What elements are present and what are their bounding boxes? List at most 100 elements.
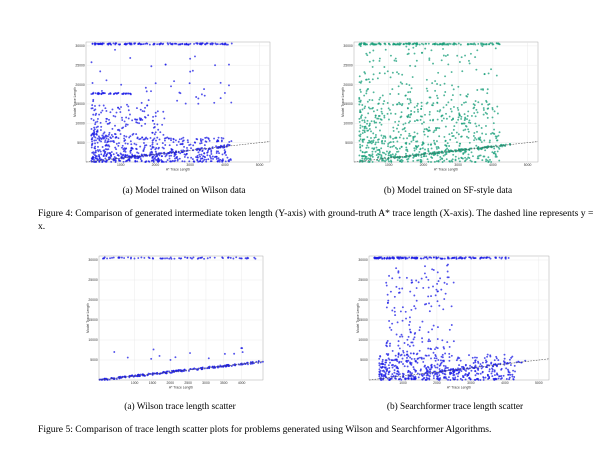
data-point bbox=[359, 45, 362, 48]
data-point bbox=[412, 344, 415, 347]
data-point bbox=[98, 113, 101, 116]
data-point bbox=[406, 98, 409, 100]
data-point bbox=[474, 43, 477, 46]
data-point bbox=[368, 60, 371, 63]
data-point bbox=[372, 132, 375, 135]
data-point bbox=[478, 138, 481, 141]
data-point bbox=[413, 120, 416, 123]
data-point bbox=[485, 43, 488, 46]
data-point bbox=[182, 150, 185, 153]
data-point bbox=[484, 359, 487, 362]
data-point bbox=[217, 136, 220, 139]
data-point bbox=[128, 42, 131, 45]
data-point bbox=[379, 378, 382, 381]
data-point bbox=[428, 375, 431, 378]
x-tick-label: 2000 bbox=[152, 163, 160, 167]
data-point bbox=[497, 377, 500, 380]
data-point bbox=[413, 110, 416, 113]
data-point bbox=[461, 257, 464, 259]
data-point bbox=[103, 256, 106, 259]
data-point bbox=[399, 310, 402, 313]
data-point bbox=[203, 94, 206, 97]
data-point bbox=[90, 93, 93, 96]
x-tick-label: 3000 bbox=[202, 381, 210, 385]
data-point bbox=[396, 71, 398, 74]
data-point bbox=[97, 135, 100, 138]
data-point bbox=[415, 257, 418, 260]
data-point bbox=[436, 377, 438, 380]
data-point bbox=[422, 377, 425, 380]
data-point bbox=[405, 141, 408, 144]
data-point bbox=[441, 151, 444, 154]
data-point bbox=[444, 153, 447, 156]
data-point bbox=[199, 138, 202, 140]
data-point bbox=[426, 101, 429, 104]
data-point bbox=[195, 42, 198, 45]
data-point bbox=[131, 133, 134, 136]
data-point bbox=[368, 128, 371, 130]
data-point bbox=[126, 156, 129, 159]
data-point bbox=[150, 159, 153, 162]
data-point bbox=[469, 159, 472, 162]
reference-line-y-equals-x bbox=[98, 361, 264, 381]
data-point bbox=[394, 43, 397, 46]
data-point bbox=[498, 256, 501, 259]
data-point bbox=[396, 103, 399, 106]
data-point bbox=[486, 364, 489, 367]
data-point bbox=[107, 138, 110, 141]
data-point bbox=[383, 116, 386, 119]
data-point bbox=[465, 158, 468, 160]
data-point bbox=[107, 152, 109, 155]
data-point bbox=[434, 42, 437, 45]
data-point bbox=[488, 141, 491, 144]
data-point bbox=[226, 43, 229, 46]
data-point bbox=[389, 136, 392, 139]
data-point bbox=[98, 139, 101, 142]
data-point bbox=[450, 159, 453, 162]
data-point bbox=[468, 157, 471, 159]
data-point bbox=[448, 328, 451, 331]
data-point bbox=[387, 142, 390, 145]
data-point bbox=[371, 160, 374, 163]
data-point bbox=[453, 257, 456, 259]
data-point bbox=[452, 128, 455, 131]
data-point bbox=[171, 42, 174, 45]
data-point bbox=[453, 373, 456, 376]
data-point bbox=[475, 108, 478, 111]
data-point bbox=[362, 42, 365, 45]
data-point bbox=[398, 373, 401, 375]
data-point bbox=[138, 117, 141, 120]
data-point bbox=[418, 349, 421, 352]
data-point bbox=[378, 368, 381, 371]
data-point bbox=[444, 148, 447, 151]
data-point bbox=[209, 42, 212, 45]
data-point bbox=[378, 362, 381, 365]
data-point bbox=[491, 151, 494, 154]
data-point bbox=[378, 59, 381, 62]
data-point bbox=[99, 70, 102, 73]
data-point bbox=[173, 80, 176, 83]
data-point bbox=[161, 155, 163, 158]
data-point bbox=[406, 158, 409, 161]
data-point bbox=[491, 368, 494, 371]
data-point bbox=[376, 149, 379, 152]
data-point bbox=[426, 158, 429, 161]
data-point bbox=[119, 159, 122, 162]
data-point bbox=[220, 136, 223, 139]
data-point bbox=[490, 161, 493, 163]
data-point bbox=[98, 155, 100, 158]
data-point bbox=[135, 143, 138, 146]
data-point bbox=[423, 133, 426, 136]
data-point bbox=[400, 161, 403, 163]
data-point bbox=[481, 103, 483, 106]
data-point bbox=[451, 158, 454, 161]
data-point bbox=[441, 157, 444, 160]
data-point bbox=[426, 128, 429, 131]
data-point bbox=[498, 131, 501, 134]
data-point bbox=[433, 357, 436, 360]
data-point bbox=[392, 103, 394, 106]
data-point bbox=[478, 124, 481, 127]
data-point bbox=[413, 131, 416, 134]
data-point bbox=[197, 97, 200, 100]
data-point bbox=[409, 134, 412, 137]
